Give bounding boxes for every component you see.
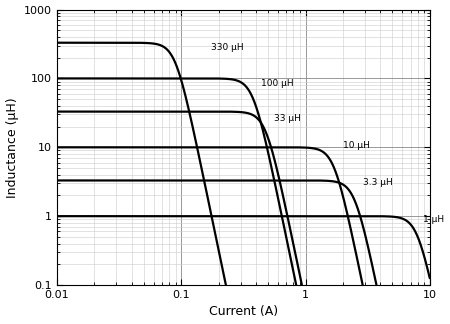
Text: 330 μH: 330 μH: [212, 43, 244, 52]
X-axis label: Current (A): Current (A): [209, 306, 278, 318]
Y-axis label: Inductance (μH): Inductance (μH): [5, 97, 18, 198]
Text: 10 μH: 10 μH: [343, 141, 370, 150]
Text: 1 μH: 1 μH: [423, 215, 444, 225]
Text: 100 μH: 100 μH: [261, 79, 294, 88]
Text: 33 μH: 33 μH: [274, 114, 301, 123]
Text: 3.3 μH: 3.3 μH: [363, 178, 393, 187]
